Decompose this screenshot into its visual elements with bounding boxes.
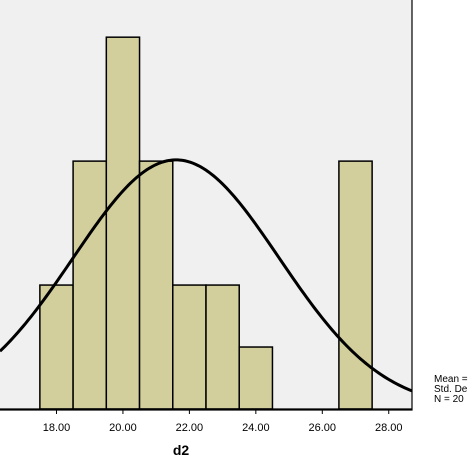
histogram-bar [205, 284, 240, 410]
stats-line: Mean = [434, 374, 468, 385]
x-axis-label: d2 [173, 442, 190, 458]
x-tick-label: 22.00 [176, 422, 204, 434]
x-tick-label: 18.00 [43, 422, 71, 434]
x-tick-label: 28.00 [375, 422, 403, 434]
histogram-bar [105, 36, 141, 410]
x-ticks-layer: 18.00 20.00 22.00 24.00 26.00 28.00 [43, 409, 403, 434]
x-tick-label: 26.00 [309, 422, 337, 434]
histogram-bar [338, 160, 373, 410]
stats-line: Std. De [434, 384, 468, 395]
x-tick-label: 24.00 [242, 422, 270, 434]
stats-box: Mean =Std. DeN = 20 [434, 374, 468, 405]
histogram-bar [39, 284, 74, 410]
histogram-bar [138, 160, 174, 410]
histogram-bar [238, 346, 274, 410]
histogram-bar [72, 160, 108, 410]
bars-layer [39, 36, 373, 410]
histogram-bar [172, 284, 207, 410]
x-tick-label: 20.00 [109, 422, 137, 434]
stats-line: N = 20 [434, 394, 464, 405]
normal-curve [0, 158, 413, 393]
